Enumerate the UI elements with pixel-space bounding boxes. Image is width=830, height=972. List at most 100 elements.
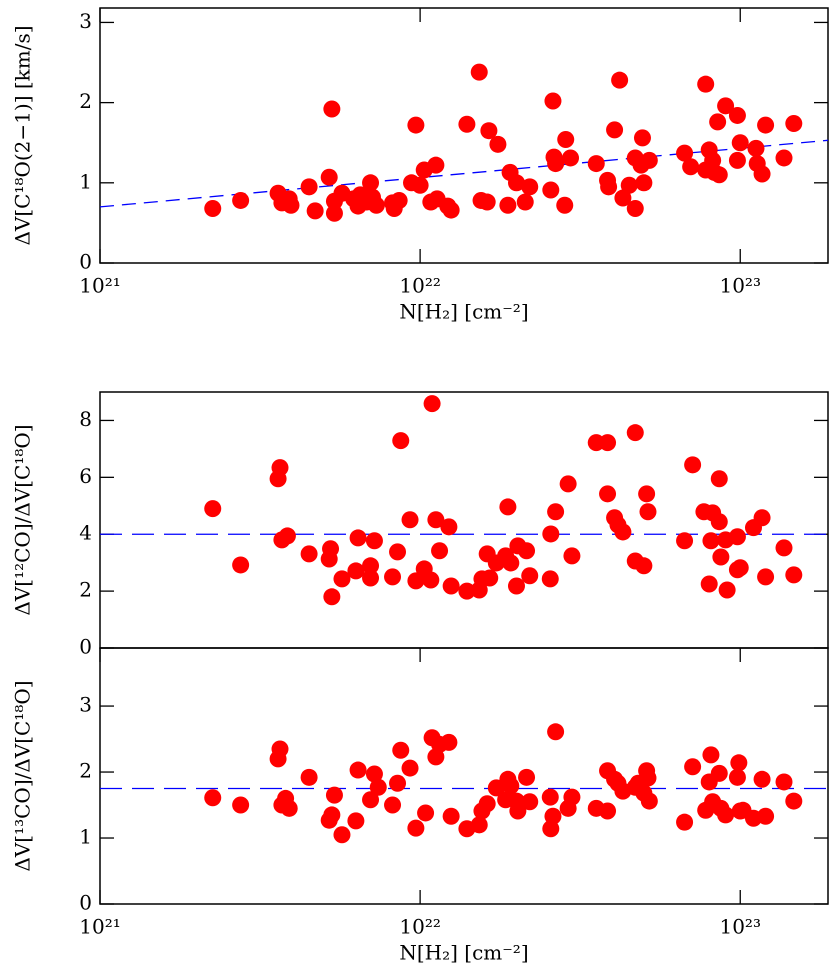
data-point <box>557 131 575 149</box>
y-axis-label: ΔV[C¹⁸O(2−1)] [km/s] <box>11 25 35 245</box>
data-point <box>411 176 429 194</box>
data-point <box>775 149 793 167</box>
data-point <box>728 528 746 546</box>
data-point <box>547 723 565 741</box>
data-point <box>600 178 618 196</box>
x-tick-label: 10²¹ <box>79 915 120 939</box>
data-point <box>599 434 617 452</box>
data-point <box>521 567 539 585</box>
data-point <box>271 459 289 477</box>
data-point <box>775 773 793 791</box>
data-point <box>785 792 803 810</box>
y-tick-label: 0 <box>79 635 92 659</box>
data-point <box>232 191 250 209</box>
data-point <box>556 196 574 214</box>
data-point <box>489 135 507 153</box>
data-point <box>502 554 520 572</box>
data-point <box>306 202 324 220</box>
data-point <box>614 189 632 207</box>
data-point <box>323 100 341 118</box>
data-point <box>300 768 318 786</box>
y-tick-label: 2 <box>79 89 92 113</box>
data-point <box>367 196 385 214</box>
data-point <box>682 158 700 176</box>
data-point <box>362 174 380 192</box>
x-axis-label: N[H₂] [cm⁻²] <box>399 300 528 324</box>
data-point <box>541 788 559 806</box>
data-point <box>717 806 735 824</box>
data-point <box>300 178 318 196</box>
y-tick-label: 0 <box>79 891 92 915</box>
y-tick-label: 2 <box>79 759 92 783</box>
data-point <box>635 174 653 192</box>
data-point <box>204 500 222 518</box>
data-point <box>712 548 730 566</box>
y-tick-label: 1 <box>79 169 92 193</box>
data-point <box>333 826 351 844</box>
data-point <box>323 588 341 606</box>
data-point <box>384 568 402 586</box>
data-point <box>606 121 624 139</box>
data-point <box>684 758 702 776</box>
data-point <box>333 570 351 588</box>
data-point <box>401 511 419 529</box>
data-point <box>369 778 387 796</box>
data-point <box>710 513 728 531</box>
data-point <box>407 572 425 590</box>
data-point <box>392 741 410 759</box>
data-point <box>728 151 746 169</box>
data-point <box>709 113 727 131</box>
data-point <box>753 509 771 527</box>
y-tick-label: 4 <box>79 521 92 545</box>
data-point <box>362 557 380 575</box>
y-tick-label: 6 <box>79 464 92 488</box>
data-point <box>470 63 488 81</box>
data-point <box>480 122 498 140</box>
data-point <box>775 539 793 557</box>
data-point <box>635 557 653 575</box>
data-point <box>516 193 534 211</box>
data-point <box>697 75 715 93</box>
data-point <box>440 518 458 536</box>
data-point <box>427 511 445 529</box>
data-point <box>614 523 632 541</box>
y-tick-label: 3 <box>79 9 92 33</box>
data-point <box>431 542 449 560</box>
data-point <box>349 761 367 779</box>
data-point <box>541 570 559 588</box>
data-point <box>544 807 562 825</box>
data-point <box>563 547 581 565</box>
y-tick-label: 3 <box>79 693 92 717</box>
x-tick-label: 10²² <box>399 915 440 939</box>
x-tick-label: 10²³ <box>719 274 760 298</box>
data-point <box>365 532 383 550</box>
data-point <box>633 129 651 147</box>
data-point <box>232 556 250 574</box>
data-point <box>300 545 318 563</box>
data-point <box>427 156 445 174</box>
data-point <box>325 204 343 222</box>
data-point <box>639 503 657 521</box>
data-point <box>599 485 617 503</box>
data-point <box>407 116 425 134</box>
data-point <box>753 165 771 183</box>
x-tick-label: 10²³ <box>719 915 760 939</box>
data-point <box>280 799 298 817</box>
data-point <box>407 819 425 837</box>
data-point <box>563 788 581 806</box>
data-point <box>417 804 435 822</box>
data-point <box>282 196 300 214</box>
data-point <box>626 199 644 217</box>
data-point <box>785 114 803 132</box>
data-point <box>757 807 775 825</box>
data-point <box>362 569 380 587</box>
data-point <box>640 151 658 169</box>
data-point <box>442 807 460 825</box>
data-point <box>401 759 419 777</box>
data-point <box>362 791 380 809</box>
data-point <box>499 196 517 214</box>
data-point <box>389 774 407 792</box>
data-point <box>481 569 499 587</box>
data-point <box>717 97 735 115</box>
